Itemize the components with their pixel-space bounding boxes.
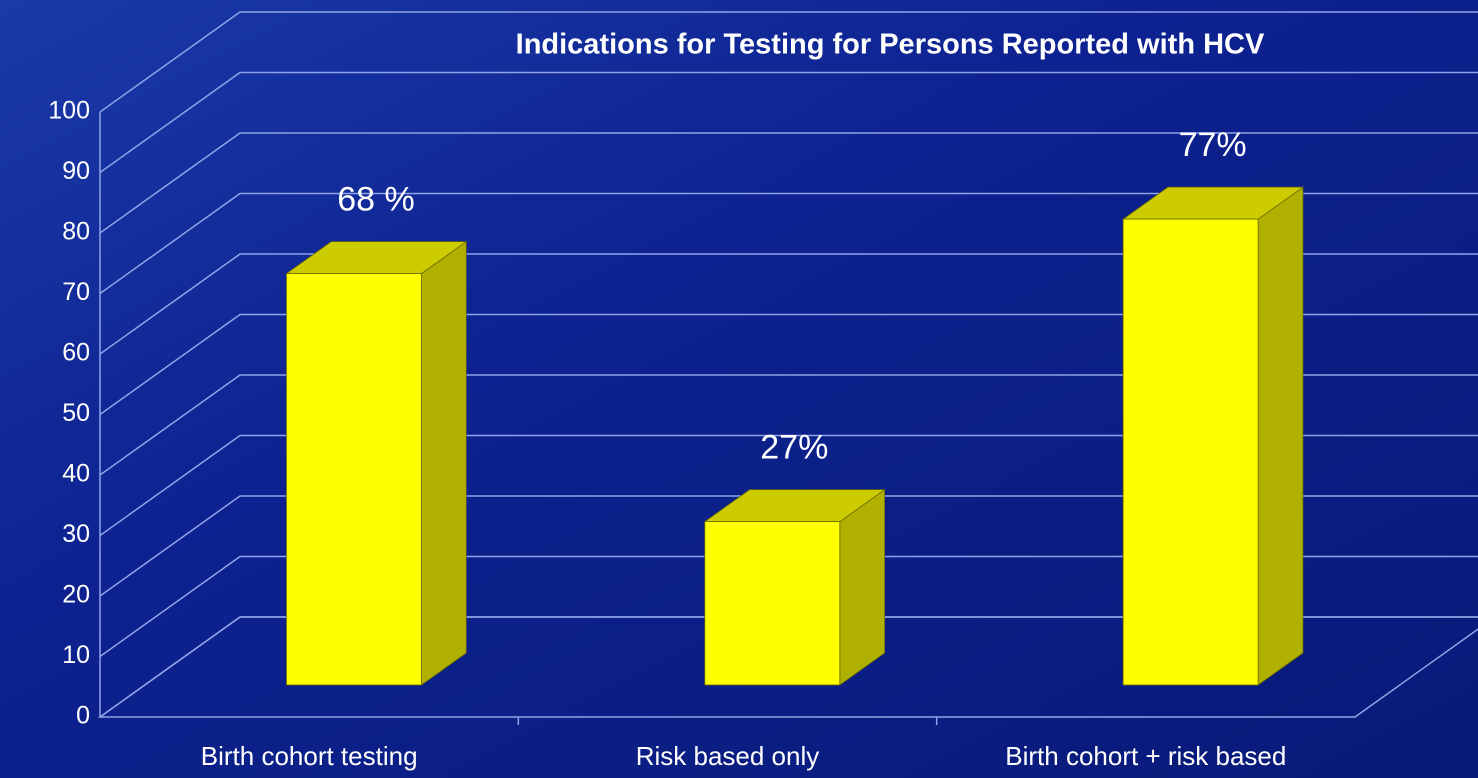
bar-front — [1122, 218, 1259, 686]
bar-side — [1257, 186, 1304, 686]
y-tick-label: 40 — [62, 460, 90, 488]
value-label: 27% — [760, 429, 828, 467]
bar — [1121, 186, 1305, 686]
x-tick-label: Birth cohort testing — [201, 741, 418, 771]
grid-line — [99, 434, 1478, 537]
grid-line — [99, 71, 1478, 174]
y-tick-label: 70 — [62, 278, 90, 306]
y-tick-label: 30 — [62, 520, 90, 548]
y-tick-label: 20 — [62, 581, 90, 609]
grid-line — [99, 11, 1478, 113]
bar-side — [839, 488, 885, 686]
y-tick-label: 0 — [76, 702, 90, 730]
value-label: 68 % — [337, 181, 415, 219]
value-label: 77% — [1179, 126, 1247, 164]
grid-line — [99, 132, 1478, 234]
grid-line — [99, 616, 1478, 718]
y-tick-label: 50 — [62, 399, 90, 427]
grid-line — [99, 555, 1478, 658]
bar — [285, 240, 468, 686]
bar — [703, 488, 886, 686]
grid-line — [99, 253, 1478, 355]
chart-title: Indications for Testing for Persons Repo… — [516, 29, 1265, 61]
y-tick-label: 10 — [62, 641, 90, 669]
x-tick-label: Risk based only — [636, 741, 820, 771]
grid-line — [99, 495, 1478, 597]
y-tick-label: 100 — [48, 97, 90, 125]
grid-line — [99, 313, 1478, 416]
grid-line — [99, 374, 1478, 476]
x-tick-label: Birth cohort + risk based — [1005, 741, 1286, 771]
y-tick-label: 90 — [62, 157, 90, 185]
bar-side — [421, 240, 467, 686]
y-tick-label: 80 — [62, 218, 90, 246]
grid-line — [99, 192, 1478, 295]
bar-front — [704, 521, 841, 686]
bar-front — [286, 273, 422, 686]
y-tick-label: 60 — [62, 339, 90, 367]
